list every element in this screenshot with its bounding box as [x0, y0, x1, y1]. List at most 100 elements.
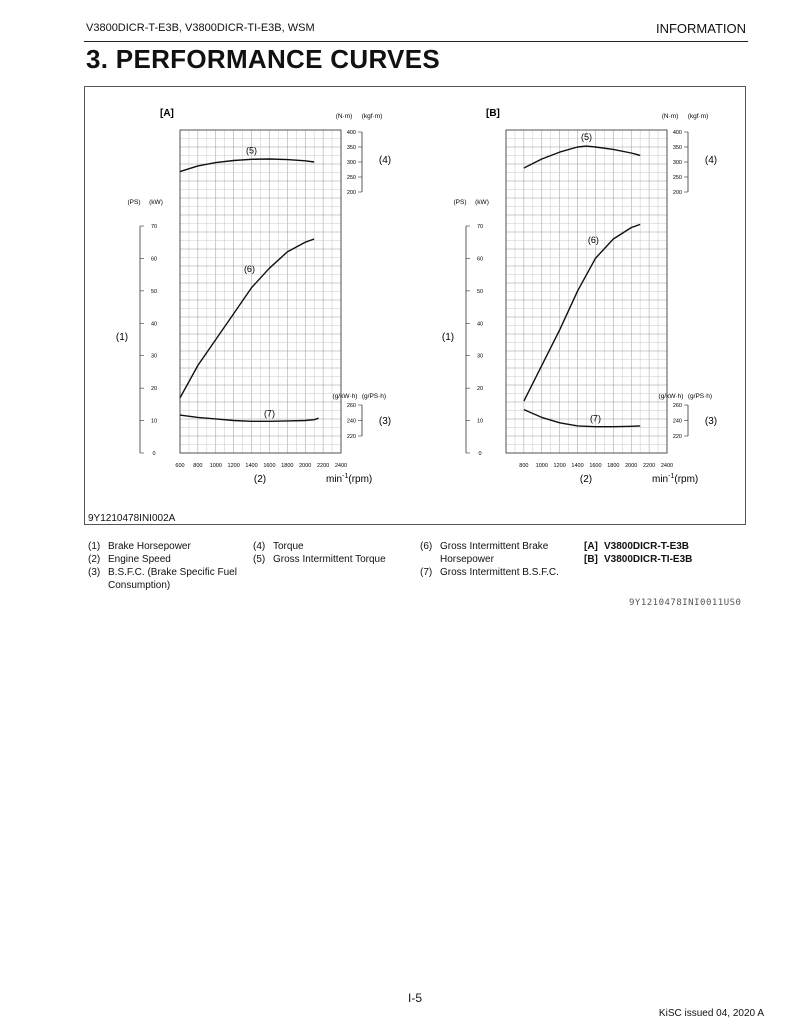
torque-tick-label: 200	[673, 190, 682, 196]
legend-item: (3) B.S.F.C. (Brake Specific Fuel	[88, 567, 237, 578]
x-axis-unit: min-1(rpm)	[326, 473, 372, 485]
torque-axis-label: (4)	[379, 155, 391, 166]
torque-unit-kgf: (kgf·m)	[362, 113, 383, 120]
power-tick-label: 30	[151, 354, 157, 360]
x-tick-label: 1400	[571, 463, 583, 469]
x-axis-label: (2)	[254, 474, 266, 485]
torque-axis-label: (4)	[705, 155, 717, 166]
legend-item: Horsepower	[440, 554, 494, 565]
power-tick-label: 50	[151, 289, 157, 295]
legend-model: [B] V3800DICR-TI-E3B	[584, 554, 693, 565]
legend-item: (7) Gross Intermittent B.S.F.C.	[420, 567, 559, 578]
series-line	[523, 223, 641, 402]
power-tick-label: 40	[151, 321, 157, 327]
legend-item: (2) Engine Speed	[88, 554, 171, 565]
power-tick-label: 40	[477, 321, 483, 327]
power-tick-label: 10	[151, 419, 157, 425]
legend-item: (1) Brake Horsepower	[88, 541, 191, 552]
x-axis-unit: min-1(rpm)	[652, 473, 698, 485]
legend-col-mid: (4) Torque (5) Gross Intermittent Torque	[253, 540, 386, 566]
torque-tick-label: 350	[673, 145, 682, 151]
header-left: V3800DICR-T-E3B, V3800DICR-TI-E3B, WSM	[86, 22, 315, 34]
power-tick-label: 70	[477, 224, 483, 230]
x-tick-label: 1000	[536, 463, 548, 469]
x-axis-label: (2)	[580, 474, 592, 485]
header-rule	[84, 41, 748, 42]
series-line	[179, 158, 315, 173]
legend-model: [A] V3800DICR-T-E3B	[584, 541, 690, 552]
torque-tick-label: 400	[673, 130, 682, 136]
torque-unit-nm: (N·m)	[336, 113, 353, 120]
legend-col-models: [A] V3800DICR-T-E3B [B] V3800DICR-TI-E3B	[584, 540, 692, 566]
bsfc-unit-g-kwh: (g/kW·h)	[659, 393, 684, 400]
power-unit-ps: (PS)	[128, 199, 141, 206]
power-tick-label: 50	[477, 289, 483, 295]
torque-tick-label: 300	[673, 160, 682, 166]
power-tick-label: 0	[478, 451, 481, 457]
series-label: (6)	[244, 264, 255, 274]
panel-label: [A]	[160, 108, 174, 119]
bsfc-unit-g-psh: (g/PS·h)	[362, 393, 386, 400]
legend-col-left: (1) Brake Horsepower (2) Engine Speed (3) B…	[88, 540, 237, 592]
power-tick-label: 10	[477, 419, 483, 425]
legend-item: (4) Torque	[253, 541, 304, 552]
power-tick-label: 0	[152, 451, 155, 457]
series-line	[179, 238, 315, 399]
x-tick-label: 1600	[589, 463, 601, 469]
reference-code: 9Y1210478INI0011US0	[629, 598, 742, 608]
page-title: 3. PERFORMANCE CURVES	[86, 44, 440, 74]
x-tick-label: 800	[193, 463, 202, 469]
torque-unit-kgf: (kgf·m)	[688, 113, 709, 120]
legend-item: Consumption)	[108, 580, 171, 591]
chart-b: [B]800 1000 1200 1400 1600 1800 2000 2200 2400(2…	[442, 108, 717, 485]
plot-frame	[179, 129, 342, 454]
legend-item: (5) Gross Intermittent Torque	[253, 554, 386, 565]
figure-frame	[84, 86, 746, 525]
x-tick-label: 1000	[210, 463, 222, 469]
series-label: (7)	[264, 408, 275, 418]
series-label: (6)	[588, 235, 599, 245]
torque-tick-label: 350	[347, 145, 356, 151]
bsfc-axis-label: (3)	[379, 416, 391, 427]
x-tick-label: 2400	[335, 463, 347, 469]
series-line	[523, 408, 641, 428]
legend-col-right: (6) Gross Intermittent Brake Horsepower (…	[420, 540, 559, 579]
x-tick-label: 2000	[625, 463, 637, 469]
power-axis-label: (1)	[116, 332, 128, 343]
power-tick-label: 60	[151, 256, 157, 262]
torque-tick-label: 250	[347, 175, 356, 181]
power-unit-kw: (kW)	[475, 199, 489, 206]
bsfc-tick-label: 220	[347, 434, 356, 440]
power-tick-label: 30	[477, 354, 483, 360]
series-line	[523, 145, 641, 169]
legend-item: (6) Gross Intermittent Brake	[420, 541, 549, 552]
bsfc-tick-label: 240	[347, 419, 356, 425]
torque-tick-label: 250	[673, 175, 682, 181]
series-label: (5)	[581, 132, 592, 142]
torque-tick-label: 300	[347, 160, 356, 166]
x-tick-label: 2000	[299, 463, 311, 469]
power-unit-kw: (kW)	[149, 199, 163, 206]
bsfc-unit-g-kwh: (g/kW·h)	[333, 393, 358, 400]
power-axis-label: (1)	[442, 332, 454, 343]
bsfc-tick-label: 260	[673, 403, 682, 409]
x-tick-label: 1200	[228, 463, 240, 469]
power-tick-label: 20	[477, 386, 483, 392]
x-tick-label: 1800	[607, 463, 619, 469]
x-tick-label: 600	[175, 463, 184, 469]
power-tick-label: 60	[477, 256, 483, 262]
x-tick-label: 2200	[317, 463, 329, 469]
x-tick-label: 1600	[263, 463, 275, 469]
bsfc-tick-label: 240	[673, 419, 682, 425]
series-label: (5)	[246, 145, 257, 155]
torque-tick-label: 200	[347, 190, 356, 196]
chart-a: [A]600 800 1000 1200 1400 1600 1800 2000 2200 240…	[116, 108, 391, 485]
page-number: I-5	[408, 991, 423, 1005]
x-tick-label: 2400	[661, 463, 673, 469]
bsfc-tick-label: 220	[673, 434, 682, 440]
series-label: (7)	[590, 414, 601, 424]
power-tick-label: 70	[151, 224, 157, 230]
torque-unit-nm: (N·m)	[662, 113, 679, 120]
x-tick-label: 800	[519, 463, 528, 469]
bsfc-axis-label: (3)	[705, 416, 717, 427]
